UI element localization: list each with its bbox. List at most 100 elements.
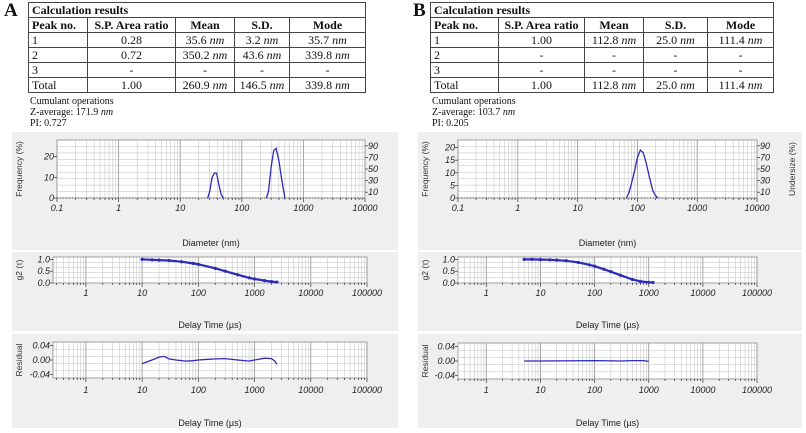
y2-tick-label: 10 [760, 187, 770, 197]
cell-mean: - [584, 47, 644, 63]
y-tick-label: 0.0 [37, 278, 50, 288]
cell-sd: 25.0 nm [643, 77, 708, 93]
x-tick-label: 10 [535, 385, 545, 395]
x-tick-label: 100000 [352, 288, 382, 298]
x-tick-label: 100 [191, 385, 206, 395]
data-point [651, 280, 655, 285]
cell-mode: - [707, 62, 774, 78]
z-average: Z-average: 103.7 nm [432, 107, 516, 118]
x-tick-label: 1 [484, 288, 489, 298]
table-row: Total 1.00 112.8 nm 25.0 nm 111.4 nm [430, 77, 774, 93]
table-row: 2---- [430, 47, 774, 63]
series-line-1 [265, 147, 286, 199]
y-tick-label: 5 [450, 180, 456, 190]
cell-peak: 2 [28, 47, 88, 63]
polydispersity-index: PI: 0.205 [432, 118, 469, 129]
chart-b-3: 0.1 1 10 100 1000 10000051015201030507090Diam… [418, 132, 802, 250]
data-point [140, 257, 144, 261]
column-header: Mode [707, 17, 774, 33]
cell-mode: 35.7 nm [289, 32, 366, 48]
unit: nm [209, 32, 225, 47]
unit: nm [266, 47, 282, 62]
x-axis-title: Delay Time (µs) [576, 320, 639, 330]
x-axis-title: Delay Time (µs) [178, 418, 241, 428]
y-tick-label: 0.00 [32, 355, 50, 365]
data-point [150, 258, 154, 262]
x-tick-label: 10 [175, 203, 185, 213]
y-axis-title: Frequency (%) [420, 141, 430, 197]
data-point [252, 277, 257, 281]
cumulant-title: Cumulant operations [30, 96, 114, 107]
chart-a-0: 0.1 1 10 100 1000 10000010201030507090Diamete… [12, 132, 398, 250]
plot-area [52, 341, 368, 379]
y-tick-label: -0.04 [29, 369, 50, 379]
x-tick-label: 1000 [687, 203, 707, 213]
unit: nm [212, 47, 228, 62]
unit: nm [621, 32, 637, 47]
cell-mode: 339.8 nm [289, 47, 366, 63]
y2-axis-title: Undersize (%) [787, 142, 797, 196]
y-tick-label: 15 [445, 155, 456, 165]
chart-a-1: 1 10 100 1000 10000 100000 0.0 0.5 1.0 Delay Time… [12, 252, 398, 331]
panel-letter-b: B [413, 0, 426, 21]
y2-tick-label: 50 [760, 164, 770, 174]
x-tick-label: 100 [191, 288, 206, 298]
column-header: S.P. Area ratio [498, 17, 585, 33]
column-header: S.D. [643, 17, 708, 33]
y-axis-title: g2 (τ) [420, 259, 430, 280]
cumulant-operations-b: Cumulant operations Z-average: 103.7 nm … [432, 96, 516, 129]
y-tick-label: 0 [450, 193, 455, 203]
y-axis-title: Residual [420, 344, 430, 377]
x-tick-label: 0.1 [452, 203, 465, 213]
cell-mean: - [175, 62, 235, 78]
x-tick-label: 10 [137, 385, 147, 395]
table-row: 3---- [28, 62, 366, 78]
y-tick-label: 0.5 [37, 266, 51, 276]
data-point [638, 279, 642, 283]
y2-tick-label: 50 [368, 164, 378, 174]
y2-tick-label: 90 [760, 141, 770, 151]
unit: nm [332, 32, 347, 47]
x-tick-label: 100000 [352, 385, 382, 395]
data-point [167, 258, 171, 263]
plot-area [56, 139, 366, 199]
x-tick-label: 10000 [298, 288, 323, 298]
cell-sd: 25.0 nm [643, 32, 708, 48]
x-axis-title: Delay Time (µs) [576, 418, 639, 428]
data-point [179, 260, 184, 264]
x-tick-label: 10000 [690, 385, 715, 395]
data-point [564, 259, 568, 263]
x-tick-label: 100000 [742, 385, 772, 395]
unit: nm [335, 77, 350, 92]
unit: nm [335, 47, 350, 62]
series-line-0 [207, 172, 224, 199]
unit: nm [269, 77, 285, 92]
data-point [576, 260, 580, 265]
y-tick-label: 20 [43, 152, 54, 162]
x-tick-label: 1 [83, 385, 88, 395]
series-line-0 [625, 149, 659, 199]
data-point [196, 262, 200, 266]
cell-peak: Total [430, 77, 499, 93]
column-header: Mode [289, 17, 366, 33]
data-point [269, 279, 274, 284]
y2-tick-label: 70 [368, 152, 378, 162]
y-tick-label: 20 [444, 143, 455, 153]
x-tick-label: 100 [630, 203, 645, 213]
z-average: Z-average: 171.9 nm [30, 107, 114, 118]
data-point [630, 277, 635, 282]
table-row: 3---- [430, 62, 774, 78]
table-row: 1 1.00 112.8 nm 25.0 nm 111.4 nm [430, 32, 774, 48]
cell-mean: 350.2 nm [175, 47, 235, 63]
series-line-0 [141, 355, 278, 365]
x-tick-label: 10 [535, 288, 545, 298]
cell-mean: 112.8 nm [584, 77, 644, 93]
y2-tick-label: 30 [760, 176, 770, 186]
unit: nm [747, 32, 763, 47]
column-header: S.P. Area ratio [87, 17, 176, 33]
y2-tick-label: 70 [760, 152, 770, 162]
table-row: 2 0.72 350.2 nm 43.6 nm 339.8 nm [28, 47, 366, 63]
data-point [530, 257, 534, 261]
unit: nm [680, 32, 695, 47]
